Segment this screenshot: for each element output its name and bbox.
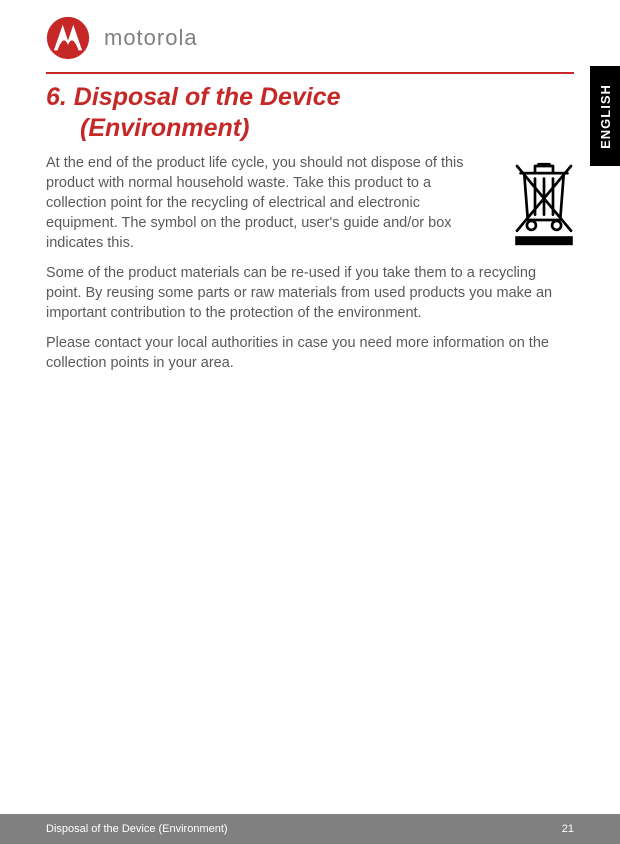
footer-title: Disposal of the Device (Environment) <box>46 823 228 835</box>
paragraph-2: Some of the product materials can be re-… <box>46 263 574 323</box>
heading-line1: 6. Disposal of the Device <box>46 83 341 111</box>
motorola-logo-icon <box>46 16 90 60</box>
weee-bin-icon <box>508 157 580 247</box>
heading-line2: (Environment) <box>46 113 574 144</box>
page-footer: Disposal of the Device (Environment) 21 <box>0 814 620 844</box>
brand-name: motorola <box>104 25 198 51</box>
footer-page-number: 21 <box>562 823 574 835</box>
section-heading: 6. Disposal of the Device (Environment) <box>46 82 574 145</box>
paragraph-3: Please contact your local authorities in… <box>46 333 574 373</box>
body-text: At the end of the product life cycle, yo… <box>46 153 574 373</box>
language-tab: ENGLISH <box>590 66 620 166</box>
heading-rule <box>46 72 574 74</box>
paragraph-1: At the end of the product life cycle, yo… <box>46 153 492 253</box>
language-label: ENGLISH <box>598 84 613 149</box>
brand-header: motorola <box>46 16 574 60</box>
